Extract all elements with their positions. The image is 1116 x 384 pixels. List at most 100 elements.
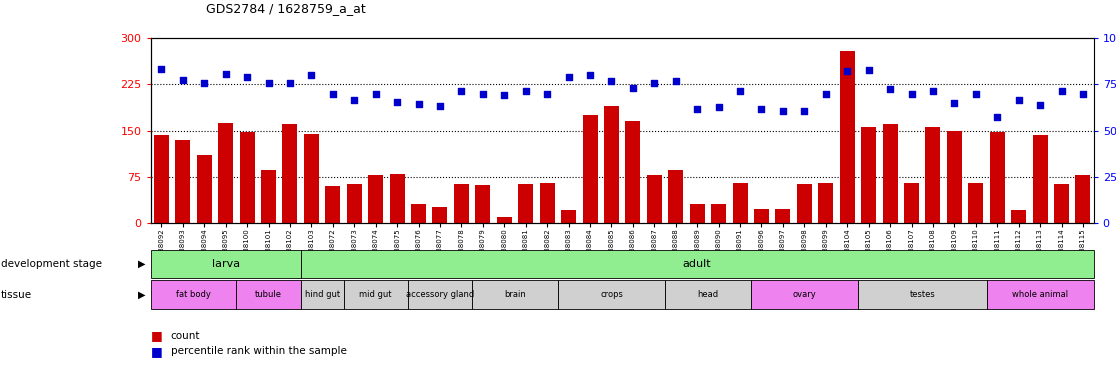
Point [1010,97,1028,103]
Point [689,106,706,112]
Text: development stage: development stage [1,259,103,269]
Text: adult: adult [683,259,712,269]
Bar [904,183,918,223]
Text: percentile rank within the sample: percentile rank within the sample [171,346,347,356]
Point [153,66,171,72]
Text: larva: larva [212,259,240,269]
Point [281,79,299,86]
Bar [218,123,233,223]
Bar [1076,175,1090,223]
Bar [776,209,790,223]
Point [538,91,556,97]
Bar [240,132,254,223]
Bar [604,106,619,223]
Point [367,91,385,97]
Point [410,101,427,107]
Point [431,103,449,109]
Bar [454,184,469,223]
Text: ovary: ovary [792,290,816,299]
Text: GDS2784 / 1628759_a_at: GDS2784 / 1628759_a_at [206,2,366,15]
Bar [282,124,298,223]
Point [989,114,1007,120]
Point [882,86,899,92]
Text: ▶: ▶ [138,290,145,300]
Point [710,104,728,110]
Text: whole animal: whole animal [1012,290,1068,299]
Text: hind gut: hind gut [305,290,339,299]
Text: fat body: fat body [176,290,211,299]
Text: accessory gland: accessory gland [406,290,474,299]
Point [1074,91,1091,97]
Bar [326,186,340,223]
Bar [754,209,769,223]
Bar [368,175,383,223]
Point [731,88,749,94]
Point [817,91,835,97]
Point [1031,102,1049,108]
Point [859,67,877,73]
Bar [925,127,941,223]
Point [195,79,213,86]
Point [238,74,256,80]
Text: tissue: tissue [1,290,32,300]
Text: ■: ■ [151,329,163,343]
Point [324,91,341,97]
Point [302,72,320,78]
Bar [389,174,405,223]
Point [517,88,535,94]
Bar [946,131,962,223]
Bar [154,136,169,223]
Point [924,88,942,94]
Text: testes: testes [910,290,935,299]
Text: ■: ■ [151,345,163,358]
Bar [518,184,533,223]
Point [559,74,577,80]
Bar [969,183,983,223]
Bar [711,204,727,223]
Bar [797,184,811,223]
Bar [732,183,748,223]
Bar [625,121,641,223]
Point [775,108,792,114]
Bar [862,127,876,223]
Bar [175,140,191,223]
Text: crops: crops [600,290,623,299]
Text: mid gut: mid gut [359,290,392,299]
Bar [668,170,683,223]
Bar [1011,210,1027,223]
Bar [347,184,362,223]
Text: count: count [171,331,200,341]
Text: head: head [698,290,719,299]
Bar [540,183,555,223]
Point [1052,88,1070,94]
Text: brain: brain [504,290,526,299]
Bar [497,217,512,223]
Point [838,68,856,74]
Point [624,84,642,91]
Point [945,100,963,106]
Point [260,79,278,86]
Point [388,99,406,105]
Bar [411,204,426,223]
Point [496,92,513,98]
Point [645,79,663,86]
Bar [561,210,576,223]
Text: tubule: tubule [256,290,282,299]
Bar [818,183,834,223]
Bar [583,115,597,223]
Point [174,77,192,83]
Point [581,72,599,78]
Point [752,106,770,112]
Text: ▶: ▶ [138,259,145,269]
Bar [475,185,490,223]
Point [452,88,470,94]
Point [217,71,234,77]
Bar [990,132,1004,223]
Bar [261,170,276,223]
Point [966,91,984,97]
Point [796,108,814,114]
Bar [433,207,448,223]
Bar [883,124,897,223]
Bar [304,134,319,223]
Point [903,91,921,97]
